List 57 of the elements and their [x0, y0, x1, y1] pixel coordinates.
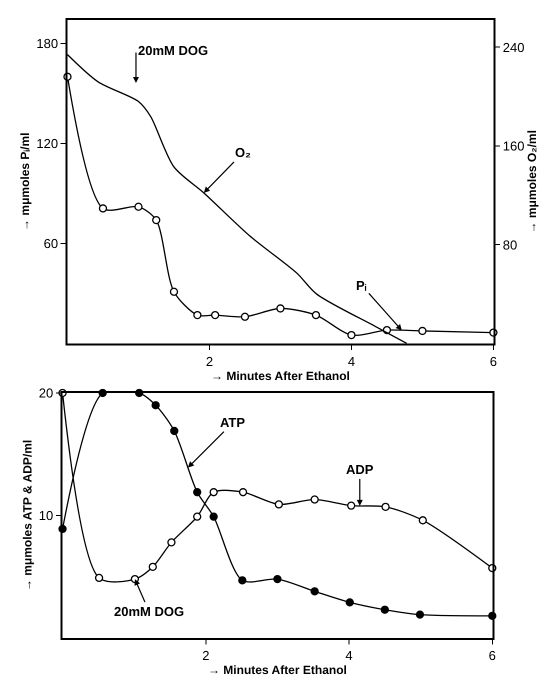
- point: [416, 610, 424, 619]
- y-tick-label: 60: [44, 236, 58, 251]
- x-tick-label: 6: [488, 648, 496, 664]
- point: [134, 202, 143, 211]
- x-axis-title: → Minutes After Ethanol: [210, 368, 350, 383]
- point: [240, 312, 250, 321]
- point: [238, 488, 248, 496]
- point: [347, 501, 356, 510]
- y-tick-label: 10: [38, 508, 54, 523]
- point: [170, 426, 178, 436]
- point: [276, 304, 285, 313]
- y-tick-label: 20: [38, 386, 54, 401]
- annotation: 20mM DOG: [114, 604, 184, 619]
- point: [346, 598, 354, 607]
- y2-tick-label: 80: [502, 237, 518, 252]
- point: [148, 562, 157, 572]
- point: [193, 512, 202, 521]
- annotation: 20mM DOG: [138, 43, 208, 58]
- x-tick-label: 2: [206, 354, 214, 369]
- point: [274, 500, 283, 509]
- annotation: Pᵢ: [356, 278, 367, 293]
- annotation: ADP: [346, 462, 374, 477]
- point: [152, 401, 160, 410]
- y-tick-label: 180: [36, 36, 58, 51]
- point: [193, 488, 202, 496]
- x-tick-label: 4: [348, 354, 356, 369]
- point: [210, 310, 220, 320]
- point: [381, 502, 390, 512]
- point: [152, 216, 160, 224]
- y2-tick-label: 160: [502, 138, 524, 154]
- point: [210, 488, 218, 496]
- y-axis-title: → mμmoles ATP & ADP/ml: [20, 440, 35, 592]
- point: [94, 574, 104, 582]
- y-tick-label: 120: [36, 136, 58, 151]
- point: [418, 326, 427, 336]
- point: [98, 204, 108, 213]
- y-axis-title: → mμmoles Pᵢ/ml: [18, 132, 32, 231]
- x-axis-title: → Minutes After Ethanol: [208, 663, 347, 678]
- x-tick-label: 6: [490, 354, 498, 369]
- y2-axis-title: → mμmoles O₂/ml: [524, 130, 539, 234]
- point: [238, 576, 246, 584]
- point: [310, 587, 319, 596]
- point: [210, 512, 218, 521]
- x-tick-label: 2: [202, 648, 210, 664]
- point: [347, 330, 356, 340]
- point: [310, 495, 319, 504]
- annotation: O₂: [235, 145, 252, 160]
- point: [167, 538, 176, 547]
- point: [273, 574, 282, 584]
- y2-tick-label: 240: [502, 40, 524, 55]
- annotation: ATP: [220, 415, 246, 430]
- x-tick-label: 4: [345, 648, 353, 664]
- point: [418, 516, 427, 524]
- point: [170, 288, 178, 296]
- point: [380, 606, 389, 614]
- point: [312, 310, 320, 320]
- point: [193, 310, 202, 320]
